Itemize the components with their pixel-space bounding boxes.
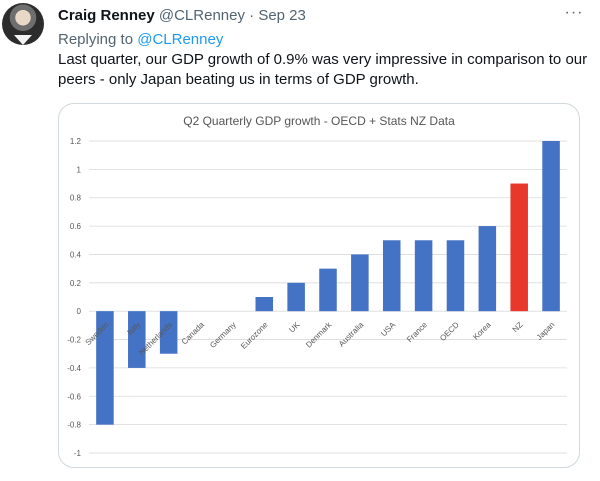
tweet-text: Last quarter, our GDP growth of 0.9% was… bbox=[58, 51, 588, 88]
avatar-shirt bbox=[14, 35, 32, 45]
y-tick-label: -0.6 bbox=[67, 392, 81, 401]
bar-usa bbox=[382, 240, 401, 312]
y-tick-label: 0.4 bbox=[70, 250, 82, 259]
x-tick-label-canada: Canada bbox=[180, 320, 207, 347]
bar-uk bbox=[287, 282, 305, 312]
x-tick-label-uk: UK bbox=[287, 320, 302, 335]
y-tick-label: 0.8 bbox=[70, 194, 82, 203]
bar-italy bbox=[128, 311, 146, 368]
replying-mention-link[interactable]: @CLRenney bbox=[137, 31, 224, 48]
tweet-media-chart[interactable]: Q2 Quarterly GDP growth - OECD + Stats N… bbox=[58, 103, 580, 468]
y-tick-label: 1 bbox=[77, 165, 82, 174]
author-name[interactable]: Craig Renney bbox=[58, 7, 155, 24]
chart-title: Q2 Quarterly GDP growth - OECD + Stats N… bbox=[183, 114, 455, 128]
y-tick-label: -0.2 bbox=[67, 336, 81, 345]
author-avatar[interactable] bbox=[2, 3, 44, 45]
x-tick-label-usa: USA bbox=[379, 320, 397, 338]
bar-sweden bbox=[96, 311, 114, 425]
replying-prefix: Replying to bbox=[58, 31, 134, 48]
separator-dot: · bbox=[249, 7, 255, 24]
y-tick-label: 0.6 bbox=[70, 222, 82, 231]
y-tick-label: -0.8 bbox=[67, 421, 81, 430]
bar-korea bbox=[478, 226, 497, 312]
x-tick-label-nz: NZ bbox=[511, 320, 525, 334]
bar-france bbox=[414, 240, 433, 312]
bar-oecd bbox=[446, 240, 465, 312]
replying-to-line: Replying to @CLRenney bbox=[58, 30, 223, 50]
y-tick-label: 1.2 bbox=[70, 137, 82, 146]
bar-eurozone bbox=[255, 297, 274, 312]
y-tick-label: -0.4 bbox=[67, 364, 81, 373]
x-tick-label-eurozone: Eurozone bbox=[239, 320, 270, 351]
bar-japan bbox=[542, 141, 560, 312]
x-tick-label-japan: Japan bbox=[535, 320, 557, 342]
x-tick-label-france: France bbox=[405, 320, 429, 344]
gdp-bar-chart: 1.210.80.60.40.20-0.2-0.4-0.6-0.8-1Swede… bbox=[67, 137, 567, 458]
x-tick-label-australia: Australia bbox=[337, 320, 366, 349]
bar-netherlands bbox=[159, 311, 178, 354]
y-tick-label: 0.2 bbox=[70, 279, 82, 288]
tweet-date[interactable]: Sep 23 bbox=[258, 7, 306, 24]
y-tick-label: -1 bbox=[74, 449, 82, 458]
bar-nz bbox=[510, 183, 528, 312]
tweet-header: Craig Renney @CLRenney · Sep 23 bbox=[58, 6, 570, 26]
x-tick-label-germany: Germany bbox=[208, 320, 238, 350]
x-tick-label-korea: Korea bbox=[471, 320, 493, 342]
bar-australia bbox=[351, 254, 369, 312]
y-tick-label: 0 bbox=[77, 307, 82, 316]
bar-denmark bbox=[319, 268, 337, 312]
more-options-icon[interactable]: ··· bbox=[564, 4, 584, 21]
author-handle[interactable]: @CLRenney bbox=[158, 7, 245, 24]
x-tick-label-denmark: Denmark bbox=[304, 320, 334, 350]
